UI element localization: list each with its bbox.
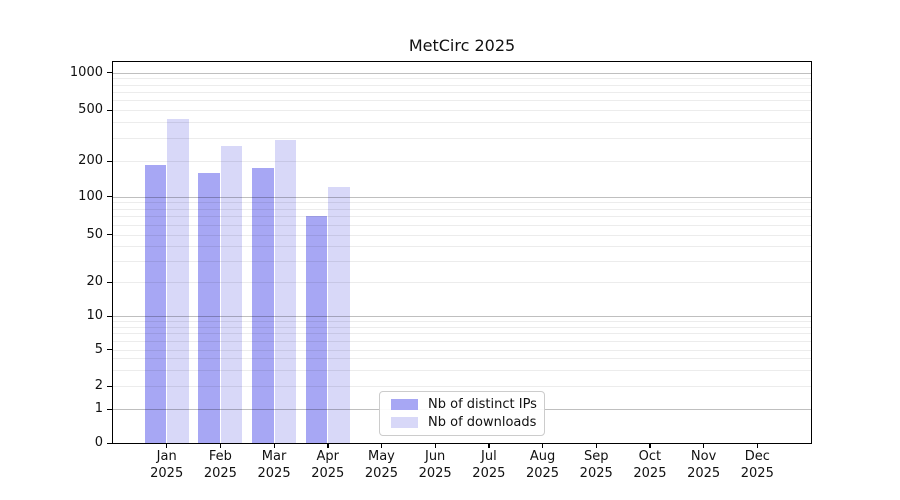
x-tick-mark-jun [434, 443, 436, 448]
gridline-minor-300 [113, 138, 811, 140]
gridline-major-10 [113, 316, 811, 317]
y-tick-mark-1 [107, 408, 112, 410]
x-tick-mark-sep [595, 443, 598, 448]
x-tick-label-jul: Jul 2025 [472, 449, 506, 481]
legend-label-downloads: Nb of downloads [428, 415, 537, 430]
x-tick-label-sep: Sep 2025 [579, 449, 613, 481]
gridline-minor-50 [113, 234, 811, 236]
x-tick-mark-apr [327, 443, 329, 448]
y-tick-mark-2 [107, 385, 112, 387]
gridline-minor-400 [113, 122, 811, 124]
x-tick-label-nov: Nov 2025 [687, 449, 721, 481]
gridline-minor-60 [113, 224, 811, 226]
gridline-minor-20 [113, 282, 811, 283]
y-tick-label-500: 500 [78, 102, 103, 117]
gridline-minor-6 [113, 340, 811, 342]
legend-label-distinct-ips: Nb of distinct IPs [428, 397, 537, 412]
chart-title: MetCirc 2025 [408, 36, 516, 55]
x-tick-mark-aug [542, 443, 544, 448]
y-tick-label-0: 0 [94, 435, 103, 450]
gridline-minor-7 [113, 333, 811, 335]
x-tick-label-feb: Feb 2025 [203, 449, 237, 481]
x-tick-label-apr: Apr 2025 [311, 449, 345, 481]
x-tick-mark-dec [756, 443, 759, 448]
y-tick-label-1: 1 [94, 401, 103, 416]
legend-entry-distinct-ips: Nb of distinct IPs [391, 397, 544, 412]
y-tick-label-200: 200 [78, 153, 103, 168]
gridline-minor-70 [113, 216, 811, 218]
y-tick-label-5: 5 [94, 341, 103, 357]
x-tick-label-dec: Dec 2025 [740, 449, 774, 481]
x-tick-label-jun: Jun 2025 [418, 449, 452, 481]
bar-downloads-mar [274, 140, 297, 443]
x-tick-mark-oct [649, 443, 651, 448]
x-tick-mark-jan [166, 443, 168, 448]
gridline-minor-900 [113, 78, 811, 80]
gridline-minor-80 [113, 208, 811, 210]
y-tick-mark-5 [107, 349, 112, 351]
bar-downloads-apr [328, 186, 350, 443]
bar-distinct-ips-feb [198, 173, 220, 443]
gridline-minor-600 [113, 100, 811, 102]
gridline-minor-800 [113, 84, 811, 86]
gridline-minor-2 [113, 386, 811, 387]
x-tick-mark-nov [703, 443, 705, 448]
y-tick-label-1000: 1000 [69, 64, 103, 80]
legend: Nb of distinct IPs Nb of downloads [379, 391, 545, 436]
x-tick-mark-feb [219, 443, 222, 448]
y-tick-label-20: 20 [86, 274, 103, 289]
y-tick-mark-20 [107, 281, 112, 283]
gridline-minor-30 [113, 260, 811, 262]
x-tick-mark-mar [273, 443, 275, 448]
gridline-major-100 [113, 196, 811, 198]
y-tick-mark-50 [107, 234, 112, 236]
gridline-minor-4 [113, 358, 811, 360]
bar-downloads-feb [220, 145, 243, 443]
y-tick-label-2: 2 [94, 378, 103, 393]
gridline-minor-5 [113, 349, 811, 351]
bar-distinct-ips-jan [144, 164, 167, 443]
x-tick-mark-jul [488, 443, 490, 448]
y-tick-mark-500 [107, 109, 112, 111]
y-tick-mark-0 [107, 442, 112, 444]
x-tick-label-mar: Mar 2025 [257, 449, 291, 481]
gridline-minor-500 [113, 110, 811, 111]
gridline-minor-40 [113, 246, 811, 248]
gridline-major-1000 [113, 72, 811, 74]
x-tick-label-jan: Jan 2025 [150, 449, 184, 481]
gridline-minor-200 [113, 161, 811, 162]
legend-swatch-distinct-ips [391, 399, 418, 410]
y-tick-mark-10 [107, 315, 112, 317]
y-tick-label-100: 100 [78, 188, 103, 204]
bar-distinct-ips-apr [305, 216, 328, 443]
x-tick-label-may: May 2025 [364, 449, 398, 481]
y-tick-mark-100 [107, 196, 112, 198]
gridline-minor-3 [113, 369, 811, 371]
legend-swatch-downloads [391, 417, 418, 428]
y-tick-mark-1000 [107, 72, 112, 74]
x-tick-label-oct: Oct 2025 [633, 449, 667, 481]
legend-entry-downloads: Nb of downloads [391, 415, 544, 430]
bar-distinct-ips-mar [252, 167, 274, 443]
gridline-minor-90 [113, 202, 811, 204]
y-tick-label-50: 50 [86, 226, 103, 242]
x-tick-mark-may [380, 443, 383, 448]
y-tick-mark-200 [107, 160, 112, 162]
gridline-minor-9 [113, 321, 811, 323]
bar-downloads-jan [167, 119, 189, 443]
gridline-minor-700 [113, 91, 811, 93]
y-tick-label-10: 10 [86, 308, 103, 323]
x-tick-label-aug: Aug 2025 [525, 449, 560, 481]
gridline-minor-8 [113, 326, 811, 328]
